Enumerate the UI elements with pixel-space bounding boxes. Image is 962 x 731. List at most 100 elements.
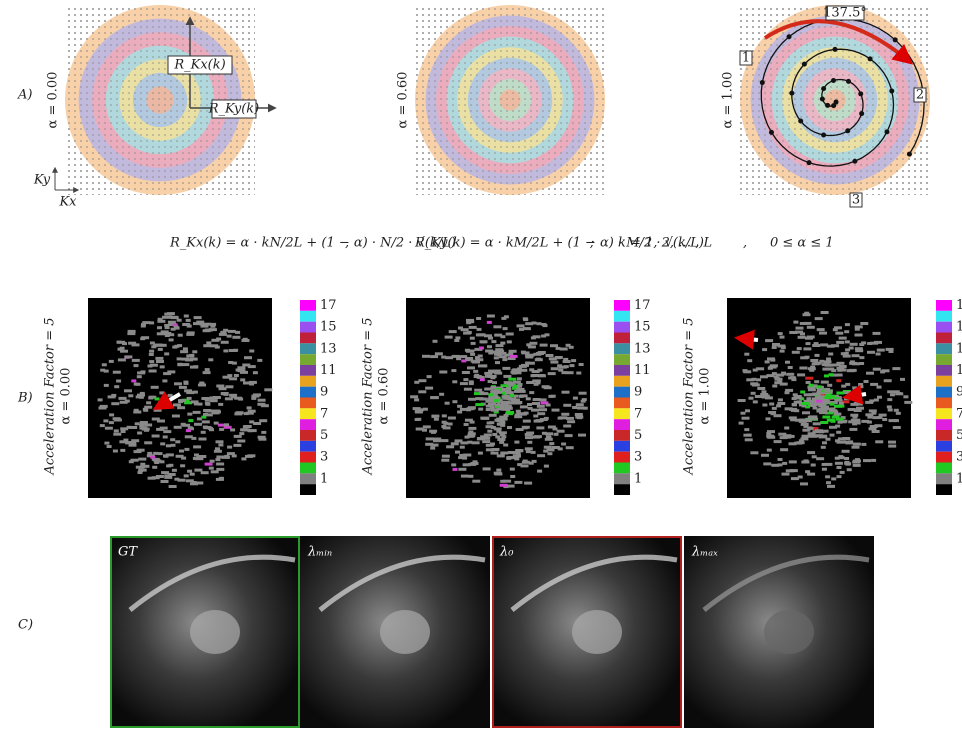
sample-pixel	[483, 467, 491, 470]
sample-pixel	[472, 361, 480, 364]
sample-pixel	[157, 332, 165, 335]
sample-pixel	[577, 416, 582, 419]
sample-pixel	[837, 475, 842, 478]
sample-pixel	[760, 375, 768, 378]
sample-pixel	[866, 372, 874, 375]
sample-pixel	[454, 339, 459, 342]
sample-pixel	[120, 401, 128, 404]
sample-pixel	[889, 419, 897, 422]
sample-pixel	[453, 468, 458, 471]
sample-pixel	[137, 449, 145, 452]
sample-pixel	[877, 349, 885, 352]
sample-pixel	[491, 452, 499, 455]
sample-pixel	[223, 329, 228, 332]
sample-pixel	[494, 399, 499, 402]
sample-pixel	[804, 393, 812, 396]
sample-pixel	[473, 370, 478, 373]
sample-pixel	[494, 356, 499, 359]
colorbar-swatch	[936, 354, 952, 365]
sample-pixel	[817, 328, 825, 331]
sample-pixel	[499, 441, 504, 444]
sample-pixel	[571, 359, 576, 362]
sample-pixel	[579, 363, 584, 366]
sample-pixel	[488, 380, 493, 383]
sample-pixel	[576, 403, 584, 406]
point-marker: 3	[852, 193, 860, 208]
sample-pixel	[509, 350, 517, 353]
sample-pixel	[209, 467, 214, 470]
sample-pixel	[243, 425, 248, 428]
sample-pixel	[836, 379, 841, 382]
sample-pixel	[491, 426, 496, 429]
sample-pixel	[835, 399, 843, 402]
sample-pixel	[887, 398, 892, 401]
colorbar-swatch	[300, 322, 316, 333]
sample-pixel	[501, 388, 506, 391]
sample-pixel	[854, 402, 862, 405]
sample-pixel	[904, 401, 912, 404]
sample-pixel	[743, 370, 751, 373]
sample-pixel	[174, 326, 179, 329]
sample-pixel	[491, 340, 496, 343]
sample-pixel	[159, 391, 164, 394]
sample-pixel	[164, 476, 172, 479]
sample-pixel	[492, 448, 500, 451]
colorbar-swatch	[936, 311, 952, 322]
sample-pixel	[887, 390, 892, 393]
sample-pixel	[778, 458, 783, 461]
sample-pixel	[187, 413, 192, 416]
sample-pixel	[855, 334, 863, 337]
sample-pixel	[511, 401, 516, 404]
sample-pixel	[828, 353, 833, 356]
sample-point	[825, 103, 830, 108]
sample-pixel	[520, 405, 528, 408]
sample-pixel	[184, 474, 189, 477]
sample-pixel	[492, 433, 497, 436]
sample-pixel	[162, 379, 167, 382]
sample-pixel	[158, 348, 163, 351]
heart	[764, 610, 814, 654]
sample-pixel	[227, 446, 232, 449]
colorbar-swatch	[300, 354, 316, 365]
sample-pixel	[449, 330, 457, 333]
sample-pixel	[842, 450, 850, 453]
sample-pixel	[812, 344, 820, 347]
sample-pixel	[137, 394, 145, 397]
sample-pixel	[495, 404, 500, 407]
sample-pixel	[548, 372, 556, 375]
sample-point	[907, 152, 912, 157]
panel-label: C)	[18, 618, 33, 633]
colorbar-label: 7	[956, 406, 962, 421]
sample-pixel	[210, 399, 218, 402]
sample-pixel	[537, 470, 542, 473]
sample-pixel	[516, 428, 524, 431]
sample-pixel	[864, 380, 869, 383]
sample-pixel	[835, 462, 843, 465]
sample-pixel	[506, 333, 514, 336]
sample-pixel	[113, 417, 121, 420]
sample-pixel	[849, 347, 854, 350]
sample-pixel	[762, 390, 767, 393]
sample-pixel	[566, 344, 571, 347]
colorbar-swatch	[936, 473, 952, 484]
sample-pixel	[257, 359, 262, 362]
sample-pixel	[201, 431, 206, 434]
sample-pixel	[525, 436, 533, 439]
sample-pixel	[143, 409, 148, 412]
sample-pixel	[144, 424, 152, 427]
sample-pixel	[107, 445, 112, 448]
sample-pixel	[414, 398, 419, 401]
colorbar-swatch	[936, 463, 952, 474]
sample-pixel	[495, 348, 503, 351]
sample-pixel	[502, 367, 510, 370]
sample-pixel	[474, 389, 482, 392]
sample-pixel	[516, 412, 524, 415]
sample-pixel	[100, 405, 108, 408]
sample-pixel	[253, 422, 261, 425]
colorbar-swatch	[300, 387, 316, 398]
sample-pixel	[485, 375, 493, 378]
sample-pixel	[874, 399, 879, 402]
sample-pixel	[208, 358, 213, 361]
sample-pixel	[194, 469, 202, 472]
sample-pixel	[211, 339, 219, 342]
